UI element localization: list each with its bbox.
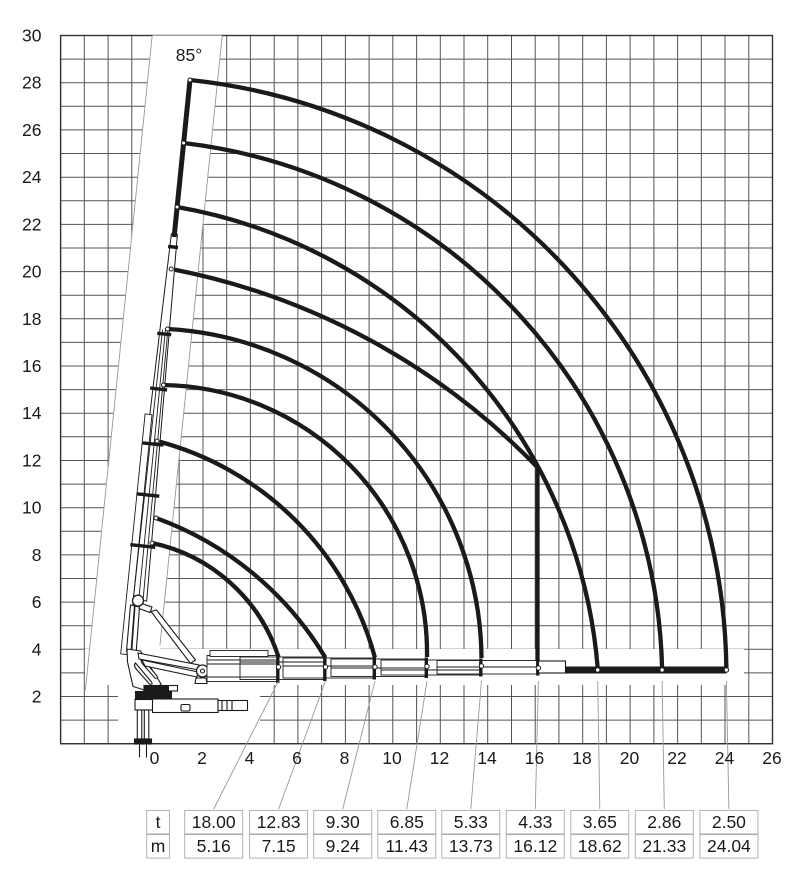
svg-text:85°: 85° bbox=[176, 45, 202, 65]
svg-text:18.62: 18.62 bbox=[578, 836, 622, 856]
svg-text:24.04: 24.04 bbox=[707, 836, 751, 856]
svg-text:2.86: 2.86 bbox=[647, 812, 681, 832]
svg-text:0: 0 bbox=[150, 748, 160, 768]
svg-text:2: 2 bbox=[197, 748, 207, 768]
svg-text:14: 14 bbox=[477, 748, 497, 768]
svg-text:4: 4 bbox=[32, 639, 42, 659]
svg-text:24: 24 bbox=[715, 748, 735, 768]
svg-text:30: 30 bbox=[22, 26, 42, 46]
svg-text:4.33: 4.33 bbox=[518, 812, 552, 832]
svg-text:18.00: 18.00 bbox=[192, 812, 236, 832]
svg-text:16.12: 16.12 bbox=[513, 836, 557, 856]
svg-text:21.33: 21.33 bbox=[642, 836, 686, 856]
svg-text:5.16: 5.16 bbox=[197, 836, 231, 856]
svg-text:3.65: 3.65 bbox=[583, 812, 617, 832]
svg-text:9.24: 9.24 bbox=[326, 836, 360, 856]
svg-text:12: 12 bbox=[430, 748, 449, 768]
svg-text:5.33: 5.33 bbox=[454, 812, 488, 832]
svg-text:26: 26 bbox=[22, 120, 41, 140]
svg-text:12.83: 12.83 bbox=[257, 812, 301, 832]
svg-text:22: 22 bbox=[667, 748, 686, 768]
svg-text:22: 22 bbox=[22, 214, 41, 234]
svg-text:9.30: 9.30 bbox=[326, 812, 360, 832]
svg-text:12: 12 bbox=[22, 451, 41, 471]
svg-text:t: t bbox=[156, 812, 161, 832]
svg-text:2: 2 bbox=[32, 687, 42, 707]
svg-text:6: 6 bbox=[32, 592, 42, 612]
svg-text:26: 26 bbox=[762, 748, 781, 768]
svg-text:8: 8 bbox=[32, 545, 42, 565]
svg-text:16: 16 bbox=[525, 748, 544, 768]
svg-text:10: 10 bbox=[382, 748, 402, 768]
svg-text:6: 6 bbox=[292, 748, 302, 768]
svg-text:10: 10 bbox=[22, 498, 42, 518]
svg-text:18: 18 bbox=[572, 748, 591, 768]
svg-text:24: 24 bbox=[22, 167, 42, 187]
svg-text:7.15: 7.15 bbox=[262, 836, 296, 856]
svg-text:20: 20 bbox=[22, 262, 42, 282]
svg-text:20: 20 bbox=[620, 748, 640, 768]
svg-text:2.50: 2.50 bbox=[712, 812, 746, 832]
svg-text:13.73: 13.73 bbox=[449, 836, 493, 856]
svg-text:8: 8 bbox=[340, 748, 350, 768]
svg-text:28: 28 bbox=[22, 73, 41, 93]
svg-text:18: 18 bbox=[22, 309, 41, 329]
svg-text:16: 16 bbox=[22, 356, 41, 376]
svg-text:4: 4 bbox=[245, 748, 255, 768]
svg-text:6.85: 6.85 bbox=[390, 812, 424, 832]
svg-text:14: 14 bbox=[22, 403, 42, 423]
svg-text:11.43: 11.43 bbox=[386, 836, 429, 856]
svg-text:m: m bbox=[151, 836, 166, 856]
